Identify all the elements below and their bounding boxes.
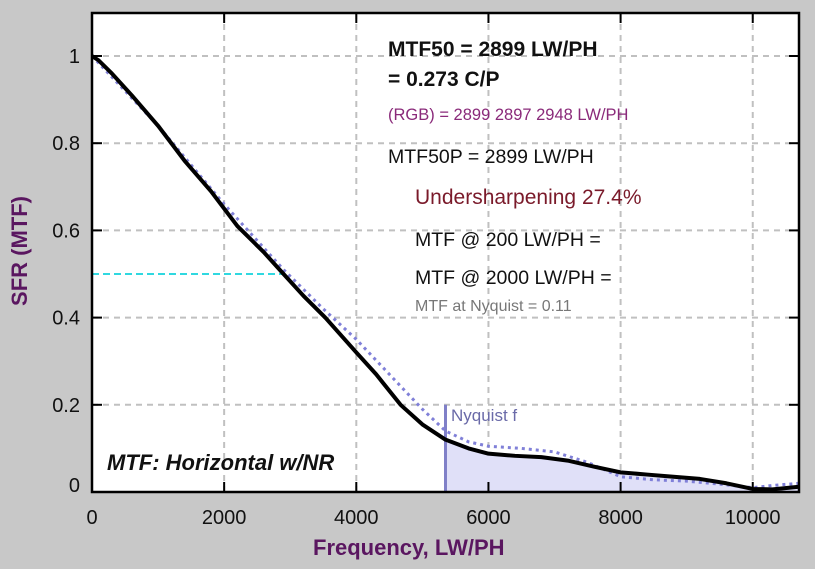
mtf-2000-result: MTF @ 2000 LW/PH = (415, 267, 612, 289)
x-tick-label: 0 (86, 507, 97, 529)
x-tick-label: 6000 (466, 507, 511, 529)
nyquist-shade (445, 439, 799, 492)
series-group (90, 54, 800, 492)
y-tick-label: 0.8 (52, 133, 80, 155)
dotted-mtf-series (90, 54, 800, 490)
plot-frame (90, 11, 801, 494)
x-tick-labels: 0 2000 4000 6000 8000 10000 (86, 507, 780, 529)
y-tick-label: 0.6 (52, 220, 80, 242)
y-tick-label: 1 (69, 46, 80, 68)
cycles-per-pixel-result: = 0.273 C/P (388, 68, 500, 91)
nyquist-label: Nyquist f (451, 406, 518, 425)
y-tick-label: 0.4 (52, 308, 80, 330)
mtf-nyquist-result: MTF at Nyquist = 0.11 (415, 298, 572, 315)
x-axis-label: Frequency, LW/PH (313, 535, 505, 560)
x-tick-label: 8000 (598, 507, 643, 529)
x-tick-label: 10000 (725, 507, 781, 529)
mtf-series-line (90, 54, 800, 492)
mtf-200-result: MTF @ 200 LW/PH = (415, 229, 601, 251)
undersharpening-result: Undersharpening 27.4% (415, 186, 642, 209)
y-tick-labels: 0 0.2 0.4 0.6 0.8 1 (52, 46, 80, 497)
ticks (91, 13, 799, 493)
x-tick-label: 2000 (202, 507, 247, 529)
x-tick-label: 4000 (334, 507, 379, 529)
mtf50p-result: MTF50P = 2899 LW/PH (388, 146, 594, 168)
y-tick-label: 0.2 (52, 395, 80, 417)
rgb-mtf50-result: (RGB) = 2899 2897 2948 LW/PH (388, 106, 629, 124)
chart-title: MTF: Horizontal w/NR (107, 450, 335, 475)
y-tick-label: 0 (69, 475, 80, 497)
y-axis-label: SFR (MTF) (7, 196, 32, 306)
mtf50-result: MTF50 = 2899 LW/PH (388, 38, 598, 61)
